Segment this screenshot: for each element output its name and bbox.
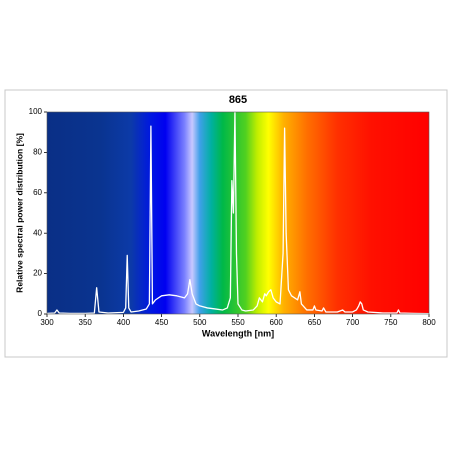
y-tick-label: 100 xyxy=(29,107,43,116)
plot-border xyxy=(46,111,430,315)
x-tick-label: 450 xyxy=(155,318,169,327)
x-axis-label: Wavelength [nm] xyxy=(202,328,274,338)
y-tick-label: 80 xyxy=(33,148,42,157)
y-tick-label: 60 xyxy=(33,188,42,197)
x-tick-label: 550 xyxy=(231,318,245,327)
x-tick-label: 600 xyxy=(270,318,284,327)
y-tick-label: 20 xyxy=(33,269,42,278)
x-tick-label: 750 xyxy=(384,318,398,327)
x-tick-label: 800 xyxy=(422,318,436,327)
y-axis-label: Relative spectral power distribution [%] xyxy=(14,133,24,293)
x-tick-label: 400 xyxy=(117,318,131,327)
y-tick-label: 40 xyxy=(33,228,42,237)
x-tick-label: 650 xyxy=(308,318,322,327)
chart-title: 865 xyxy=(229,94,247,106)
x-tick-label: 700 xyxy=(346,318,360,327)
y-tick-label: 0 xyxy=(38,309,43,318)
x-tick-label: 300 xyxy=(40,318,54,327)
x-tick-label: 350 xyxy=(79,318,93,327)
spectrum-line xyxy=(46,111,430,315)
plot-area xyxy=(47,112,429,314)
x-tick-label: 500 xyxy=(193,318,207,327)
